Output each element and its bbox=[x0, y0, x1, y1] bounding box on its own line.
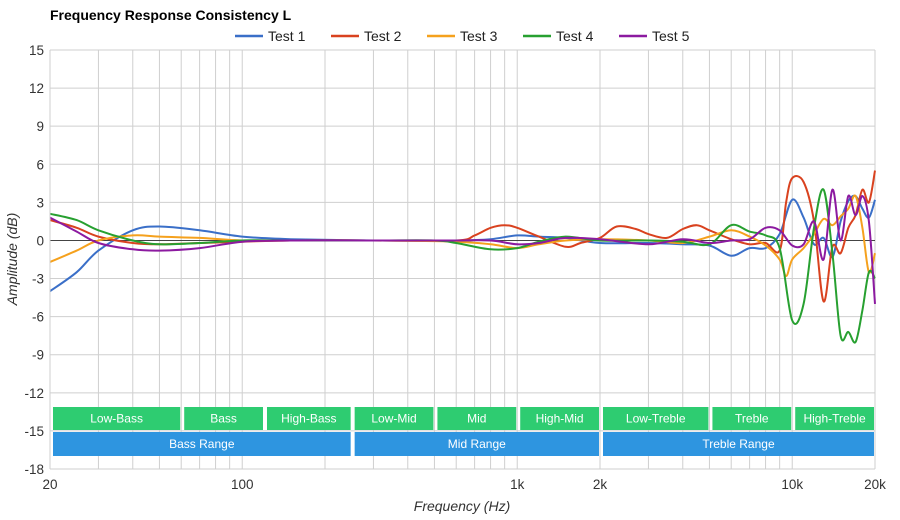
legend-item[interactable]: Test 1 bbox=[235, 28, 306, 44]
series-lines bbox=[49, 170, 876, 344]
x-axis-label: Frequency (Hz) bbox=[414, 498, 510, 514]
band-block bbox=[795, 407, 874, 430]
band-block bbox=[437, 407, 517, 430]
legend-item[interactable]: Test 5 bbox=[619, 28, 690, 44]
y-tick-label: -15 bbox=[24, 424, 44, 439]
series-line-test-3 bbox=[49, 194, 876, 277]
band-label: Low-Treble bbox=[626, 412, 686, 426]
band-label: Low-Bass bbox=[90, 412, 143, 426]
x-tick-label: 100 bbox=[231, 477, 254, 492]
legend-label: Test 3 bbox=[460, 28, 498, 44]
band-block bbox=[603, 432, 874, 456]
y-tick-label: 3 bbox=[36, 195, 44, 210]
y-tick-label: -18 bbox=[24, 462, 44, 477]
band-label: Mid Range bbox=[448, 437, 506, 451]
x-tick-label: 2k bbox=[593, 477, 608, 492]
band-label: Treble Range bbox=[702, 437, 775, 451]
y-tick-label: -3 bbox=[32, 272, 44, 287]
legend: Test 1 Test 2 Test 3 Test 4 Test 5 bbox=[235, 28, 690, 44]
band-label: Mid bbox=[467, 412, 486, 426]
legend-item[interactable]: Test 3 bbox=[427, 28, 498, 44]
y-tick-label: 0 bbox=[36, 233, 44, 248]
legend-item[interactable]: Test 4 bbox=[523, 28, 594, 44]
x-tick-label: 10k bbox=[781, 477, 803, 492]
y-tick-label: 12 bbox=[29, 81, 44, 96]
chart-title: Frequency Response Consistency L bbox=[50, 7, 292, 23]
x-tick-label: 1k bbox=[510, 477, 525, 492]
band-block bbox=[354, 432, 599, 456]
band-block bbox=[53, 432, 351, 456]
legend-label: Test 2 bbox=[364, 28, 402, 44]
y-axis-label: Amplitude (dB) bbox=[4, 213, 20, 307]
band-label: High-Treble bbox=[803, 412, 866, 426]
band-block bbox=[53, 407, 181, 430]
series-line-test-4 bbox=[49, 188, 876, 344]
band-label: Bass Range bbox=[169, 437, 235, 451]
y-tick-label: -9 bbox=[32, 348, 44, 363]
band-block bbox=[354, 407, 434, 430]
band-block bbox=[266, 407, 351, 430]
legend-label: Test 1 bbox=[268, 28, 306, 44]
frequency-bands: Low-Bass Bass High-Bass Low-Mid Mid High-Mid L… bbox=[53, 407, 874, 456]
band-label: High-Bass bbox=[281, 412, 336, 426]
x-tick-label: 20k bbox=[864, 477, 886, 492]
band-block bbox=[603, 407, 709, 430]
y-tick-label: 6 bbox=[36, 157, 44, 172]
legend-label: Test 5 bbox=[652, 28, 690, 44]
grid-lines bbox=[49, 49, 876, 470]
y-tick-label: 15 bbox=[29, 43, 44, 58]
legend-item[interactable]: Test 2 bbox=[331, 28, 402, 44]
band-label: Bass bbox=[210, 412, 237, 426]
band-block bbox=[184, 407, 263, 430]
y-tick-label: 9 bbox=[36, 119, 44, 134]
x-tick-label: 20 bbox=[42, 477, 57, 492]
band-label: High-Mid bbox=[536, 412, 584, 426]
band-label: Low-Mid bbox=[371, 412, 416, 426]
series-line-test-1 bbox=[49, 194, 876, 293]
legend-label: Test 4 bbox=[556, 28, 594, 44]
band-block bbox=[520, 407, 599, 430]
y-tick-label: -6 bbox=[32, 310, 44, 325]
series-line-test-5 bbox=[49, 188, 876, 304]
y-tick-label: -12 bbox=[24, 386, 44, 401]
band-label: Treble bbox=[735, 412, 769, 426]
band-block bbox=[712, 407, 792, 430]
